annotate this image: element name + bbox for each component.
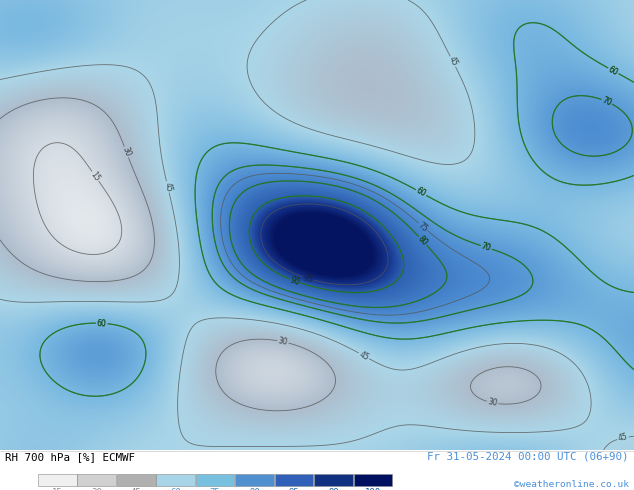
Text: 80: 80 xyxy=(416,234,429,247)
Text: 30: 30 xyxy=(487,397,498,408)
Text: 60: 60 xyxy=(171,489,181,490)
Text: 99: 99 xyxy=(328,489,339,490)
Text: 45: 45 xyxy=(446,55,459,68)
Text: 45: 45 xyxy=(131,489,141,490)
Text: 60: 60 xyxy=(607,65,620,77)
Text: 60: 60 xyxy=(96,318,107,328)
Text: ©weatheronline.co.uk: ©weatheronline.co.uk xyxy=(514,480,629,489)
Text: 70: 70 xyxy=(600,96,613,108)
Text: 60: 60 xyxy=(607,65,620,77)
Text: 90: 90 xyxy=(249,489,260,490)
Text: 30: 30 xyxy=(277,336,288,347)
Bar xyxy=(196,474,235,486)
Text: 60: 60 xyxy=(96,318,107,328)
Text: 90: 90 xyxy=(288,275,301,287)
Text: 70: 70 xyxy=(600,96,613,108)
Text: 30: 30 xyxy=(120,146,133,158)
Text: 90: 90 xyxy=(288,275,301,287)
Text: 70: 70 xyxy=(480,242,492,253)
Text: 15: 15 xyxy=(52,489,63,490)
Text: 60: 60 xyxy=(415,186,427,199)
Bar xyxy=(354,474,392,486)
Text: 75: 75 xyxy=(417,220,430,233)
Bar xyxy=(275,474,313,486)
Bar xyxy=(117,474,155,486)
Text: 95: 95 xyxy=(302,273,314,284)
Text: 60: 60 xyxy=(415,186,427,199)
Bar xyxy=(157,474,195,486)
Text: Fr 31-05-2024 00:00 UTC (06+90): Fr 31-05-2024 00:00 UTC (06+90) xyxy=(427,452,629,462)
Text: RH 700 hPa [%] ECMWF: RH 700 hPa [%] ECMWF xyxy=(5,452,135,462)
Text: 30: 30 xyxy=(91,489,102,490)
Bar xyxy=(314,474,353,486)
Bar xyxy=(38,474,77,486)
Text: 80: 80 xyxy=(416,234,429,247)
Text: 70: 70 xyxy=(480,242,492,253)
Text: 45: 45 xyxy=(617,433,629,443)
Text: 100: 100 xyxy=(365,489,381,490)
Bar xyxy=(235,474,274,486)
Bar xyxy=(77,474,116,486)
Text: 45: 45 xyxy=(358,349,370,362)
Text: 95: 95 xyxy=(288,489,299,490)
Text: 15: 15 xyxy=(89,170,102,183)
Text: 45: 45 xyxy=(162,181,173,193)
Text: 75: 75 xyxy=(210,489,221,490)
